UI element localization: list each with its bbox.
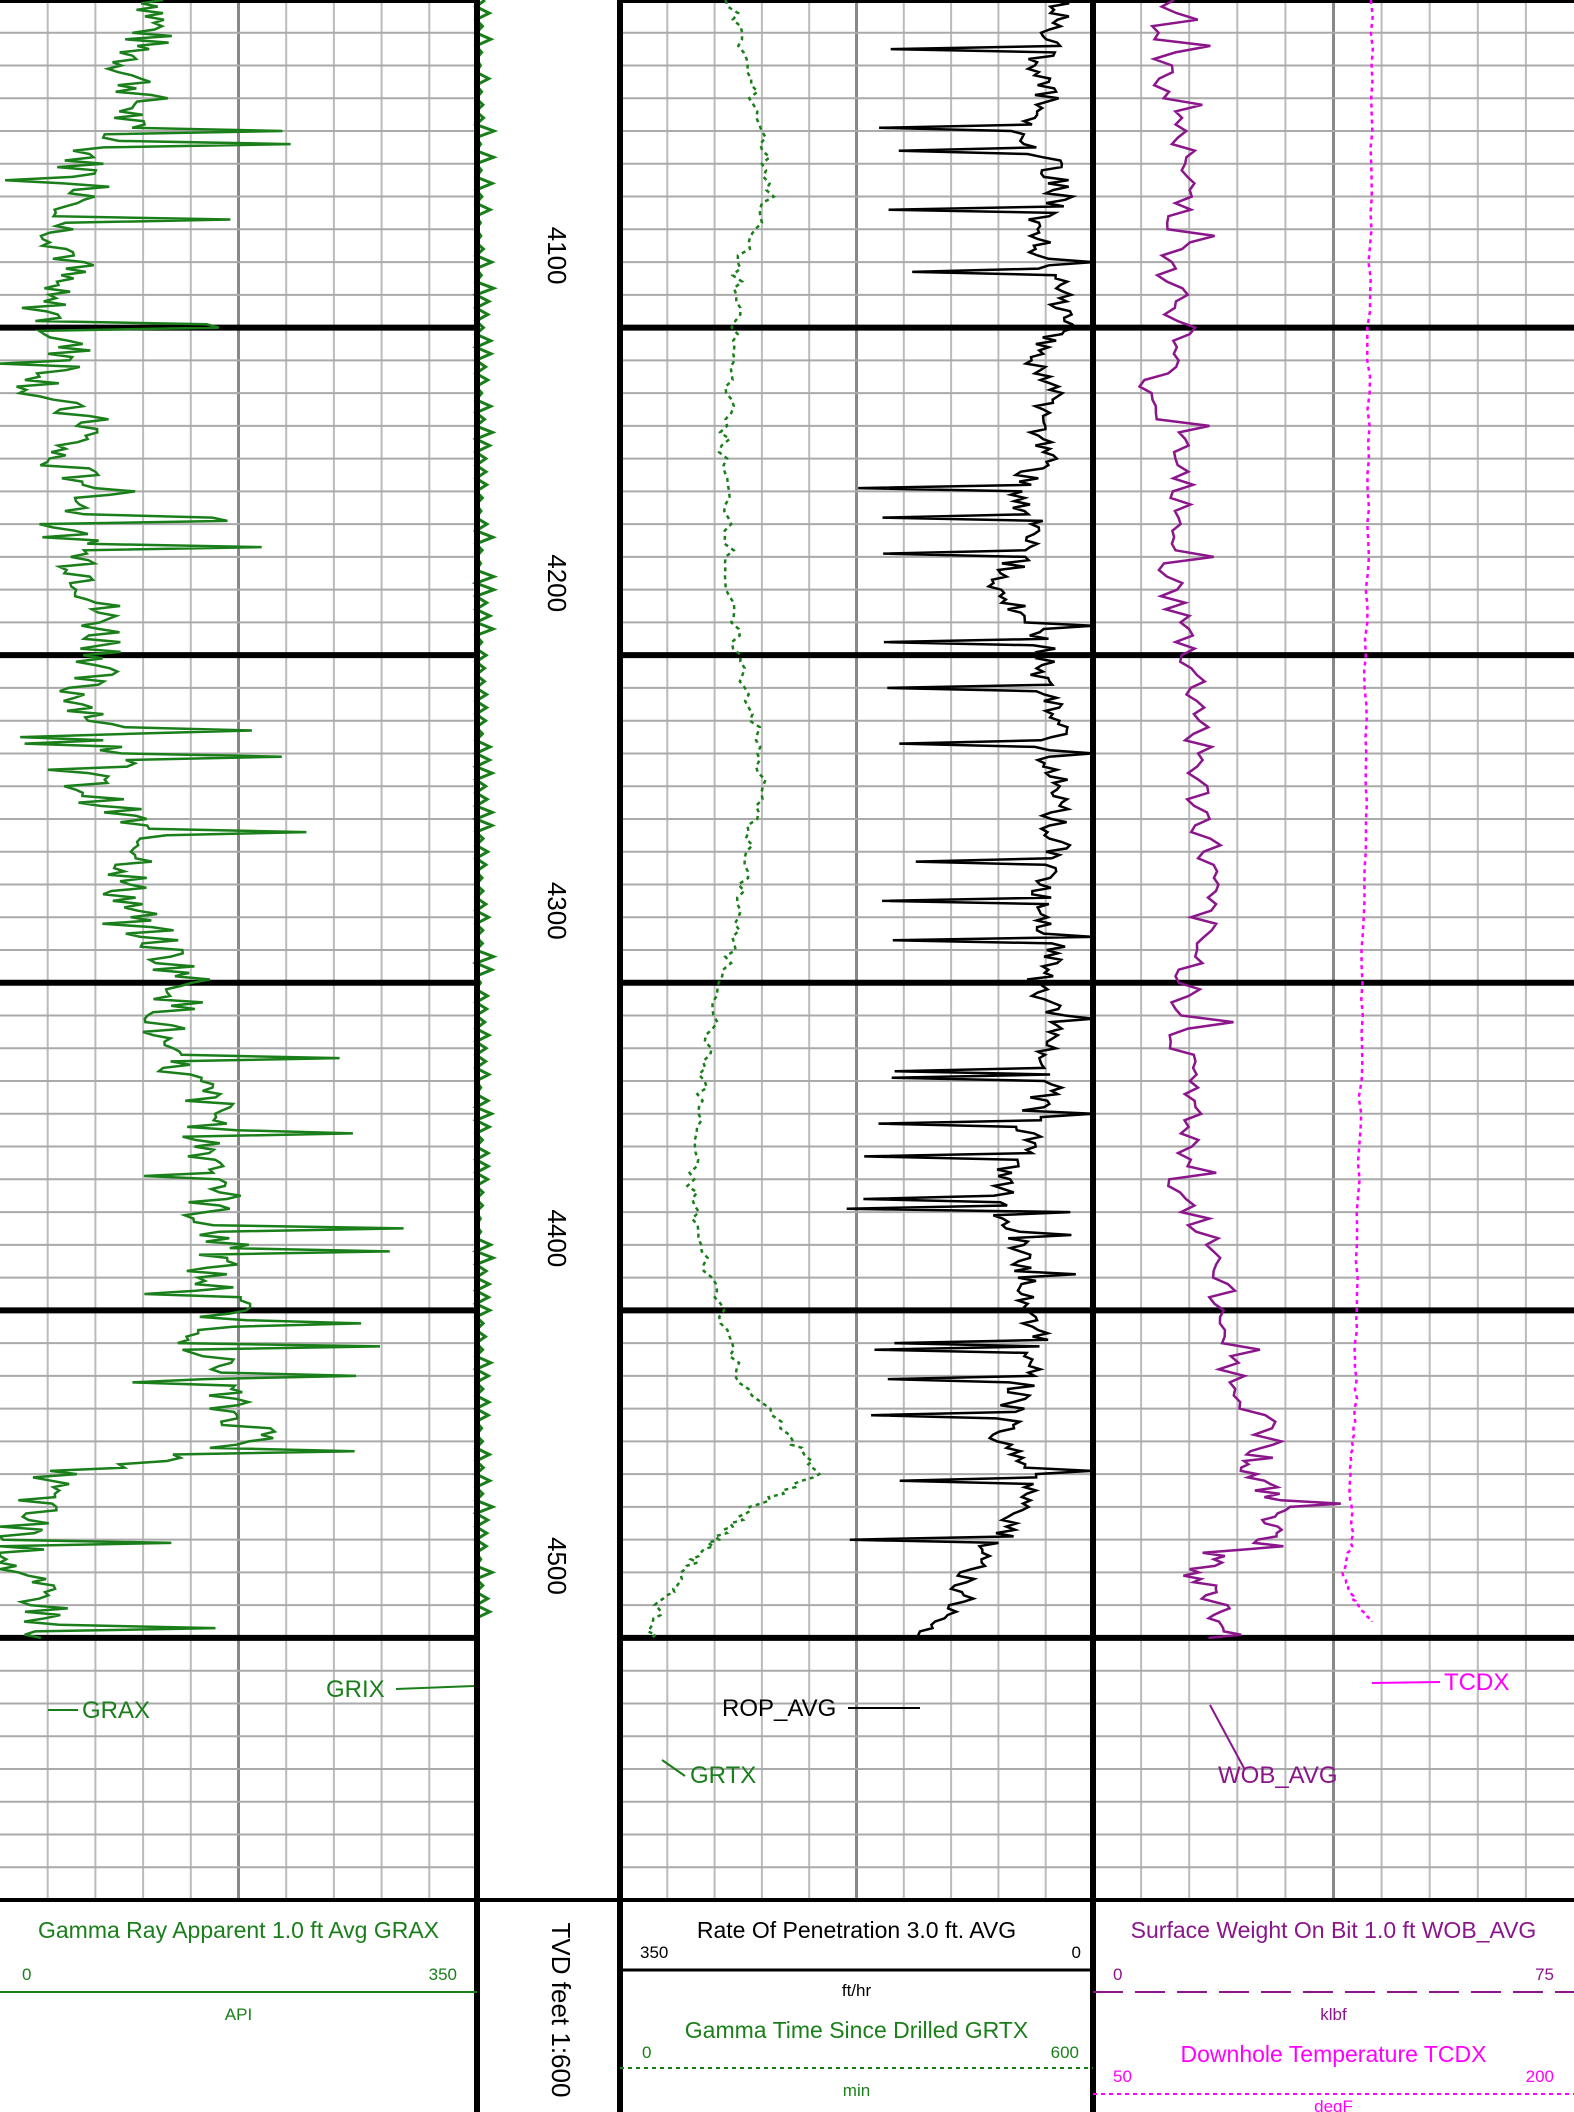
curve-grtx <box>645 0 822 1639</box>
track2-scale-left: 350 <box>640 1943 668 1962</box>
curve-label-tcdx-leader <box>1371 1681 1441 1684</box>
track3-title: Surface Weight On Bit 1.0 ft WOB_AVG <box>1131 1917 1537 1943</box>
curve-rop-avg <box>846 0 1094 1639</box>
track-headers: Gamma Ray Apparent 1.0 ft Avg GRAX 0 350 AP… <box>0 1917 1574 2112</box>
depth-axis-label: TVD feet 1:600 <box>546 1923 576 2098</box>
track3-unit: klbf <box>1320 2005 1347 2024</box>
curve-label-grtx-leader <box>661 1759 686 1777</box>
curve-wob-avg <box>1137 0 1341 1640</box>
track2-unit2: min <box>843 2081 870 2100</box>
track3-unit2: degF <box>1314 2097 1353 2112</box>
track1-unit: API <box>225 2005 252 2024</box>
curve-label-rop-avg: ROP_AVG <box>722 1695 836 1722</box>
track3-scale-left: 0 <box>1113 1965 1122 1984</box>
curve-label-grix: GRIX <box>326 1676 385 1703</box>
track3-scale2-left: 50 <box>1113 2067 1132 2086</box>
curve-label-grix-leader <box>395 1685 475 1690</box>
track1-scale-right: 350 <box>429 1965 457 1984</box>
depth-tick-label: 4100 <box>542 227 572 285</box>
curve-label-wob-avg: WOB_AVG <box>1218 1762 1338 1789</box>
track1-title: Gamma Ray Apparent 1.0 ft Avg GRAX <box>38 1917 439 1943</box>
track2-title: Rate Of Penetration 3.0 ft. AVG <box>697 1917 1016 1943</box>
depth-tick-label: 4500 <box>542 1537 572 1595</box>
track3-scale2-right: 200 <box>1526 2067 1554 2086</box>
depth-tick-label: 4300 <box>542 882 572 940</box>
curve-tcdx <box>1341 0 1375 1622</box>
track2-unit: ft/hr <box>842 1981 872 2000</box>
track2-scale-right: 0 <box>1072 1943 1081 1962</box>
track2-scale2-left: 0 <box>642 2043 651 2062</box>
depth-tick-label: 4200 <box>542 554 572 612</box>
depth-tick-label: 4400 <box>542 1209 572 1267</box>
curve-label-grtx: GRTX <box>690 1762 756 1789</box>
grid-lines <box>0 0 1574 1901</box>
track2-scale2-right: 600 <box>1051 2043 1079 2062</box>
track3-title2: Downhole Temperature TCDX <box>1181 2041 1487 2067</box>
track3-scale-right: 75 <box>1535 1965 1554 1984</box>
track2-title2: Gamma Time Since Drilled GRTX <box>685 2017 1028 2043</box>
curve-labels: 4100 4200 4300 4400 4500 TVD feet 1:600 GRAX GR… <box>48 227 1509 2098</box>
curve-label-grax: GRAX <box>82 1697 150 1724</box>
curve-label-tcdx: TCDX <box>1444 1669 1509 1696</box>
track1-scale-left: 0 <box>22 1965 31 1984</box>
curve-grax <box>0 0 404 1640</box>
curve-label-wob-avg-leader <box>1209 1704 1246 1771</box>
